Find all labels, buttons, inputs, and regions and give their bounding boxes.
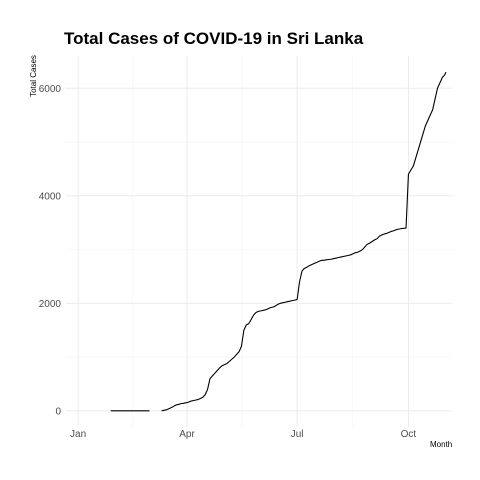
- y-tick-label: 0: [55, 406, 61, 417]
- x-tick-label: Oct: [401, 429, 417, 440]
- y-tick-label: 2000: [39, 299, 62, 310]
- x-axis-title: Month: [430, 440, 452, 449]
- x-tick-labels: Jan Apr Jul Oct: [70, 429, 416, 440]
- chart-title: Total Cases of COVID-19 in Sri Lanka: [64, 29, 364, 48]
- x-tick-label: Jul: [291, 429, 304, 440]
- series-group: [110, 71, 447, 412]
- grid: [66, 56, 452, 427]
- series-line: [161, 71, 447, 412]
- x-tick-label: Jan: [70, 429, 86, 440]
- x-tick-label: Apr: [179, 429, 195, 440]
- y-tick-label: 6000: [39, 84, 62, 95]
- y-tick-label: 4000: [39, 191, 62, 202]
- y-axis-title: Total Cases: [29, 55, 38, 97]
- y-tick-labels: 0 2000 4000 6000: [39, 84, 62, 418]
